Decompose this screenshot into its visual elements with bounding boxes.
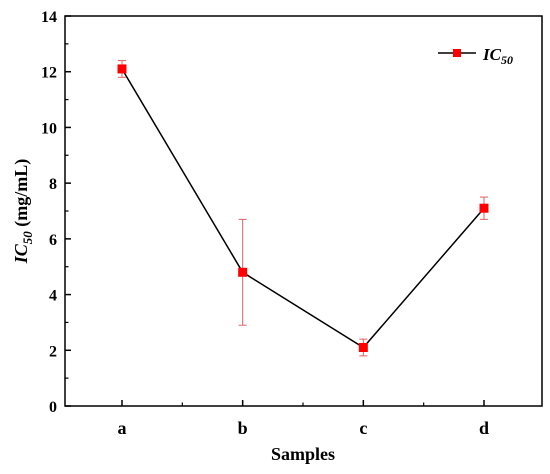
x-tick-label: b — [238, 418, 248, 438]
legend-marker-swatch — [453, 49, 461, 57]
data-point-marker — [358, 343, 368, 352]
y-tick-label: 10 — [41, 120, 57, 137]
y-tick-label: 4 — [49, 288, 57, 305]
y-tick-label: 6 — [49, 232, 57, 249]
data-point-marker — [117, 64, 127, 74]
legend-label: IC50 — [482, 45, 513, 67]
y-tick-label: 2 — [49, 343, 57, 360]
error-bars — [118, 60, 488, 357]
x-tick-label: c — [359, 418, 367, 438]
legend: IC50 — [438, 45, 513, 67]
y-tick-label: 8 — [49, 176, 57, 193]
data-point-marker — [238, 267, 248, 277]
y-axis: 0 2 4 6 8 10 12 14 — [41, 9, 71, 416]
series-layer — [117, 60, 489, 357]
x-axis-title: Samples — [271, 444, 335, 464]
plot-frame — [64, 15, 543, 407]
x-axis: a b c d — [118, 400, 489, 438]
x-tick-label: a — [118, 418, 127, 438]
x-tick-label: d — [479, 418, 489, 438]
y-tick-label: 0 — [49, 399, 57, 416]
series-line — [121, 68, 485, 349]
y-tick-label: 12 — [41, 65, 57, 82]
y-axis-title: IC50 (mg/mL) — [11, 159, 35, 265]
data-point-marker — [479, 203, 489, 213]
y-tick-label: 14 — [41, 9, 57, 26]
markers — [117, 64, 489, 352]
